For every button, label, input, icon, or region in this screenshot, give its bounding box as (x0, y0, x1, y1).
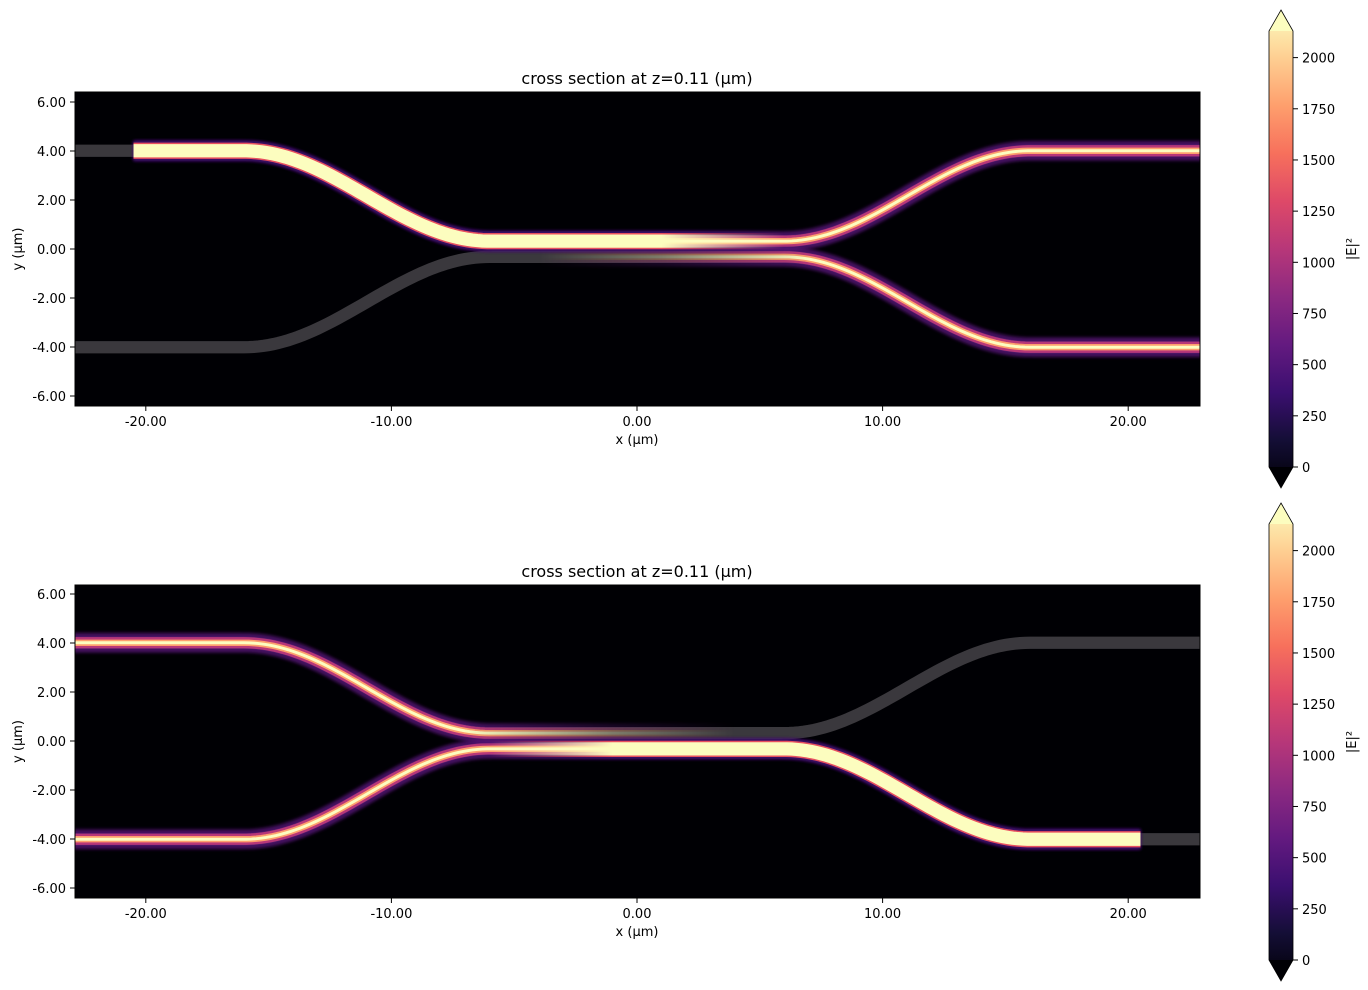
x-axis-label: x (µm) (616, 925, 659, 940)
colorbar-gradient (1269, 503, 1293, 981)
plot-panel-1: -20.00 -10.00 0.00 10.00 20.00 -6.00 -4.00 -2.0… (11, 9, 1360, 489)
colorbar: 0 250 500 750 1000 1250 1500 1750 2000 |E|² (1268, 9, 1360, 489)
field-saturated-input (389, 738, 1141, 850)
colorbar-tick-label: 2000 (1302, 545, 1335, 560)
field-saturated-input (133, 140, 885, 252)
x-tick-label: -10.00 (370, 907, 412, 922)
plot-panel-2: -20.00 -10.00 0.00 10.00 20.00 -6.00 -4.00 -2.0… (11, 502, 1360, 982)
colorbar-outline (1268, 9, 1294, 489)
y-axis-label: y (µm) (11, 228, 26, 271)
y-tick-label: -4.00 (32, 341, 66, 356)
field-map (75, 632, 1200, 850)
x-tick-label: 10.00 (864, 415, 901, 430)
y-tick-label: 4.00 (37, 637, 66, 652)
x-tick-label: -20.00 (125, 907, 167, 922)
x-tick-label: 0.00 (623, 415, 652, 430)
y-tick-label: -4.00 (32, 833, 66, 848)
colorbar-tick-label: 750 (1302, 800, 1327, 815)
x-tick-label: 0.00 (623, 907, 652, 922)
field-coupled-arm (75, 632, 785, 743)
colorbar-tick-label: 1000 (1302, 749, 1335, 764)
y-tick-label: 6.00 (37, 96, 66, 111)
y-tick-label: 0.00 (37, 243, 66, 258)
colorbar-tick-label: 1500 (1302, 647, 1335, 662)
y-tick-label: -6.00 (32, 390, 66, 405)
y-tick-label: 4.00 (37, 145, 66, 160)
y-tick-label: 0.00 (37, 735, 66, 750)
colorbar-outline (1268, 502, 1294, 982)
colorbar-tick-label: 750 (1302, 307, 1327, 322)
y-tick-label: -6.00 (32, 882, 66, 897)
y-axis-label: y (µm) (11, 720, 26, 763)
x-axis-label: x (µm) (616, 433, 659, 448)
y-tick-label: -2.00 (32, 292, 66, 307)
x-tick-label: -10.00 (370, 415, 412, 430)
colorbar-tick-label: 1750 (1302, 596, 1335, 611)
field-coupled-arm (489, 247, 1200, 358)
colorbar-tick-label: 250 (1302, 410, 1327, 425)
colorbar-tick-label: 1000 (1302, 256, 1335, 271)
y-tick-label: 6.00 (37, 588, 66, 603)
colorbar-tick-label: 1500 (1302, 154, 1335, 169)
colorbar-tick-label: 2000 (1302, 52, 1335, 67)
colorbar-label: |E|² (1345, 238, 1360, 260)
plot-title: cross section at z=0.11 (µm) (521, 562, 752, 581)
colorbar-tick-label: 250 (1302, 903, 1327, 918)
colorbar-tick-label: 0 (1302, 954, 1310, 969)
colorbar-tick-label: 500 (1302, 852, 1327, 867)
colorbar-tick-label: 500 (1302, 359, 1327, 374)
x-tick-label: 20.00 (1110, 907, 1147, 922)
y-tick-label: 2.00 (37, 194, 66, 209)
colorbar-tick-label: 1250 (1302, 205, 1335, 220)
x-tick-label: 20.00 (1110, 415, 1147, 430)
x-tick-label: 10.00 (864, 907, 901, 922)
x-tick-label: -20.00 (125, 415, 167, 430)
field-map (75, 140, 1200, 358)
colorbar-tick-label: 0 (1302, 461, 1310, 476)
y-tick-label: 2.00 (37, 686, 66, 701)
colorbar-tick-label: 1750 (1302, 103, 1335, 118)
y-tick-label: -2.00 (32, 784, 66, 799)
colorbar-label: |E|² (1345, 731, 1360, 753)
colorbar-tick-label: 1250 (1302, 698, 1335, 713)
colorbar-gradient (1269, 10, 1293, 488)
colorbar: 0 250 500 750 1000 1250 1500 1750 2000 |E|² (1268, 502, 1360, 982)
plot-title: cross section at z=0.11 (µm) (521, 69, 752, 88)
